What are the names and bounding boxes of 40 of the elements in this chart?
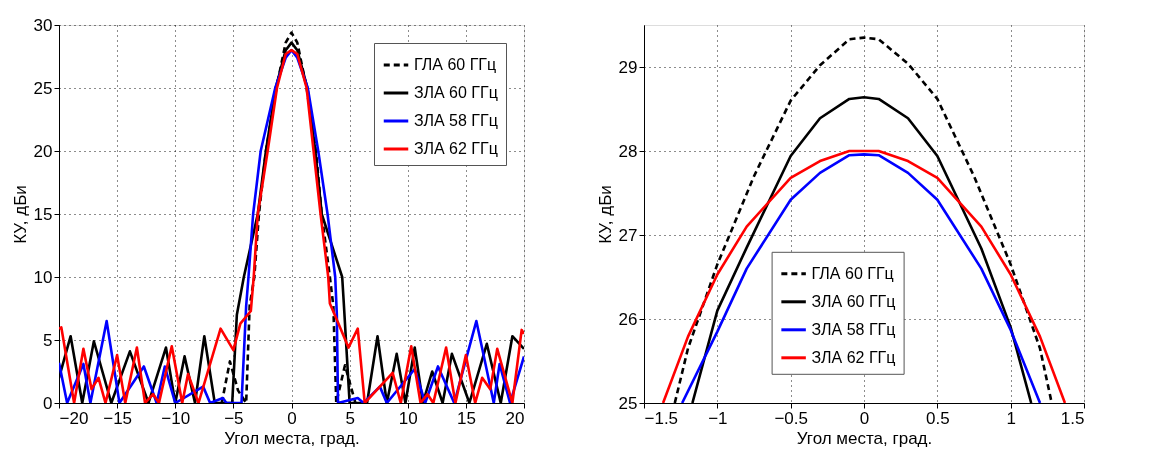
y-tick-label: 26 (618, 309, 638, 329)
legend-label: ЗЛА 62 ГГц (414, 140, 498, 157)
y-tick-label: 29 (618, 57, 638, 77)
x-tick-label: −1.5 (644, 408, 679, 428)
x-tick-label: −1 (708, 408, 728, 428)
y-tick-label: 27 (618, 225, 638, 245)
y-tick-label: 25 (33, 78, 53, 98)
x-tick-label: 5 (345, 408, 355, 428)
x-tick-label: 0 (287, 408, 297, 428)
legend-label: ЗЛА 58 ГГц (811, 320, 896, 338)
x-tick-label: 15 (456, 408, 476, 428)
x-tick-label: −10 (161, 408, 191, 428)
x-tick-label: 1.5 (1060, 408, 1085, 428)
legend-label: ЗЛА 62 ГГц (811, 348, 896, 366)
y-axis-title: КУ, дБи (10, 185, 30, 244)
legend-label: ГЛА 60 ГГц (811, 264, 894, 282)
x-axis-title: Угол места, град. (224, 428, 360, 448)
y-tick-label: 5 (43, 330, 53, 350)
y-tick-label: 0 (43, 393, 53, 413)
y-tick-label: 15 (33, 204, 53, 224)
x-tick-label: 20 (505, 408, 525, 428)
y-axis-title: КУ, дБи (595, 185, 615, 244)
x-axis-title: Угол места, град. (796, 428, 933, 448)
y-tick-label: 20 (33, 141, 53, 161)
legend-label: ГЛА 60 ГГц (414, 56, 497, 73)
y-tick-label: 10 (33, 267, 53, 287)
x-tick-label: −0.5 (774, 408, 808, 428)
x-tick-label: −15 (103, 408, 133, 428)
y-tick-label: 30 (33, 15, 53, 35)
x-tick-label: −5 (224, 408, 244, 428)
y-tick-label: 28 (618, 141, 638, 161)
x-tick-label: 1 (1006, 408, 1016, 428)
legend-label: ЗЛА 58 ГГц (414, 112, 498, 129)
y-tick-label: 25 (618, 393, 638, 413)
legend-label: ЗЛА 60 ГГц (414, 84, 498, 101)
x-tick-label: 0.5 (926, 408, 950, 428)
x-tick-label: 10 (398, 408, 418, 428)
x-tick-label: 0 (859, 408, 870, 428)
legend-label: ЗЛА 60 ГГц (811, 292, 896, 310)
x-tick-label: −20 (59, 408, 89, 428)
